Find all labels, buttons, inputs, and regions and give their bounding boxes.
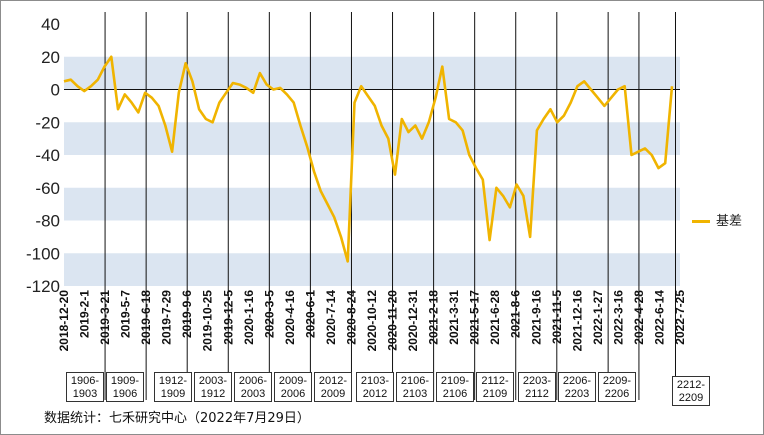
x-tick-label: 2022-1-27 — [591, 290, 605, 345]
y-tick-labels: 40 20 0 -20 -40 -60 -80 -100 -120 — [26, 15, 60, 296]
background-bands — [64, 56, 680, 286]
x-tick-label: 2022-7-25 — [673, 290, 687, 345]
contract-label: 2212- 2209 — [672, 376, 710, 406]
y-tick-label: 20 — [41, 48, 60, 67]
legend-label: 基差 — [716, 214, 743, 229]
x-tick-label: 2022-3-16 — [611, 290, 625, 345]
x-tick-label: 2020-11-20 — [386, 290, 400, 351]
contract-label: 2003- 1912 — [194, 372, 232, 402]
contract-label: 1906- 1903 — [66, 372, 104, 402]
x-tick-labels: 2018-12-20 2019-2-1 2019-3-21 2019-5-7 2019-… — [57, 290, 687, 352]
y-tick-label: -80 — [35, 212, 60, 231]
x-tick-label: 2019-3-21 — [98, 290, 112, 345]
legend: 基差 — [692, 210, 742, 229]
x-tick-label: 2021-6-28 — [488, 290, 502, 345]
x-tick-label: 2019-7-29 — [160, 290, 174, 345]
contract-label: 2006- 2003 — [234, 372, 272, 402]
y-tick-label: 40 — [41, 15, 60, 34]
x-tick-label: 2021-2-18 — [427, 290, 441, 345]
x-tick-label: 2021-8-6 — [509, 290, 523, 338]
x-tick-label: 2020-6-1 — [303, 290, 317, 338]
x-tick-label: 2019-5-7 — [119, 290, 133, 338]
x-tick-label: 2019-2-1 — [78, 290, 92, 338]
contract-label: 2012- 2009 — [314, 372, 352, 402]
x-tick-label: 2020-8-24 — [344, 290, 358, 345]
band — [64, 187, 680, 221]
contract-label: 2203- 2112 — [518, 372, 556, 402]
x-tick-label: 2020-12-31 — [406, 290, 420, 352]
x-tick-label: 2019-9-6 — [180, 290, 194, 338]
legend-swatch — [692, 220, 710, 223]
x-tick-label: 2021-12-16 — [570, 290, 584, 352]
series-line — [63, 55, 674, 263]
series-layer — [63, 55, 674, 263]
x-tick-label: 2019-6-18 — [139, 290, 153, 345]
contract-label: 1912- 1909 — [154, 372, 192, 402]
contract-label: 2103- 2012 — [356, 372, 394, 402]
contract-label: 2112- 2109 — [476, 372, 514, 402]
contract-label: 2206- 2203 — [558, 372, 596, 402]
x-tick-label: 2020-1-16 — [242, 290, 256, 345]
x-tick-label: 2019-12-5 — [221, 290, 235, 345]
band — [64, 253, 680, 286]
contract-label: 2109- 2106 — [436, 372, 474, 402]
source-note: 数据统计：七禾研究中心（2022年7月29日） — [44, 411, 310, 426]
y-tick-label: -120 — [26, 277, 60, 296]
contract-label: 2209- 2206 — [598, 372, 636, 402]
band — [64, 56, 680, 90]
x-tick-label: 2019-10-25 — [201, 290, 215, 352]
y-tick-label: -20 — [35, 113, 60, 132]
x-tick-label: 2020-7-14 — [324, 290, 338, 345]
x-tick-label: 2018-12-20 — [57, 290, 71, 352]
x-tick-label: 2021-11-5 — [550, 290, 564, 344]
y-tick-label: -40 — [35, 146, 60, 165]
x-tick-label: 2022-4-28 — [632, 290, 646, 345]
contract-label: 1909- 1906 — [106, 372, 144, 402]
x-tick-label: 2021-3-31 — [447, 290, 461, 345]
y-tick-label: -100 — [26, 244, 60, 263]
x-tick-label: 2020-4-16 — [283, 290, 297, 345]
contract-label: 2009- 2006 — [274, 372, 312, 402]
contract-roll-lines — [104, 12, 676, 400]
y-tick-label: 0 — [51, 81, 60, 100]
x-tick-label: 2021-9-16 — [529, 290, 543, 345]
x-tick-label: 2020-3-5 — [262, 290, 276, 338]
contract-label: 2106- 2103 — [396, 372, 434, 402]
x-tick-label: 2022-6-14 — [652, 290, 666, 345]
band — [64, 122, 680, 155]
x-tick-label: 2021-5-17 — [468, 290, 482, 345]
x-tick-label: 2020-10-12 — [365, 290, 379, 352]
y-tick-label: -60 — [35, 179, 60, 198]
